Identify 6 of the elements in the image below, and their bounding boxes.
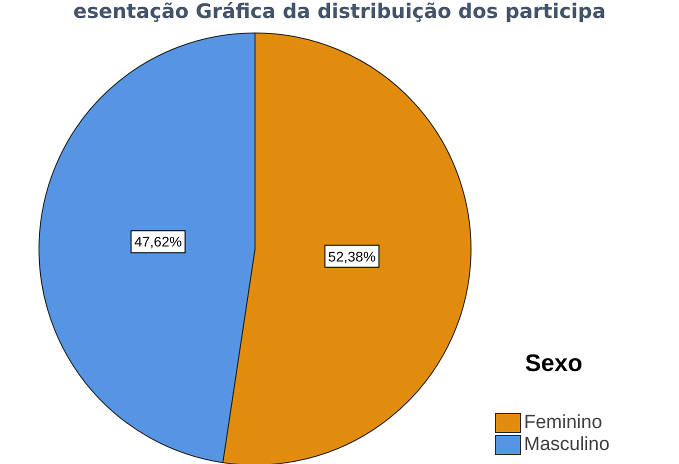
legend-label: Feminino [523, 412, 604, 434]
legend-label: Masculino [523, 434, 611, 456]
chart-title: esentação Gráfica da distribuição dos participa [72, 0, 607, 23]
legend-title: Sexo [525, 350, 584, 378]
data-label: 47,62% [134, 234, 182, 250]
data-label: 52,38% [328, 248, 376, 264]
